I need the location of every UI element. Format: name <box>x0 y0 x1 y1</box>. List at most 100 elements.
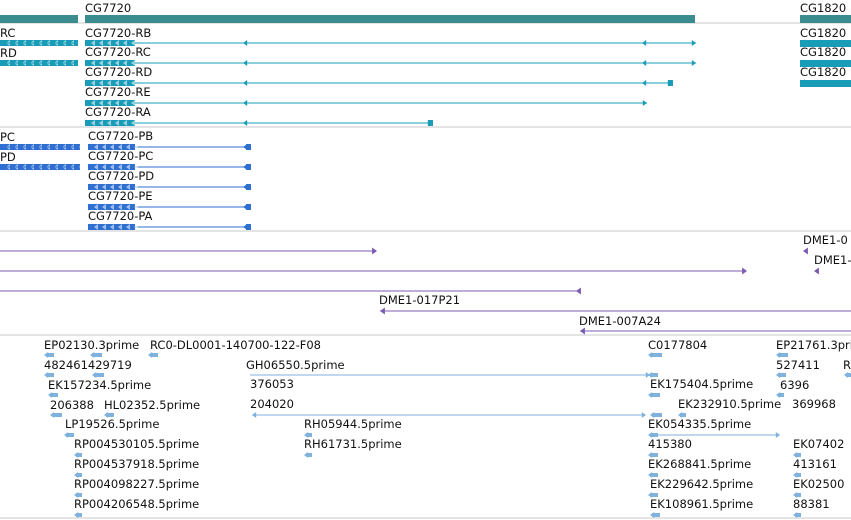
est-arrow <box>64 432 69 438</box>
est-label[interactable]: RP004530105.5prime <box>74 437 200 451</box>
est-arrow <box>148 352 153 358</box>
protein-label[interactable]: CG7720-PC <box>88 149 154 163</box>
est-label[interactable]: EK232910.5prime <box>678 397 782 411</box>
est-glyph <box>76 493 82 497</box>
clone-start <box>380 307 385 315</box>
est-label[interactable]: 206388 <box>50 398 94 412</box>
transcript-label[interactable]: RD <box>0 46 17 60</box>
strand-mark <box>115 60 119 66</box>
est-label[interactable]: RH05944.5prime <box>304 417 402 431</box>
est-label[interactable]: LP19526.5prime <box>65 417 160 431</box>
est-arrow <box>74 472 79 478</box>
strand-arrow <box>642 40 647 46</box>
est-glyph <box>66 433 74 437</box>
transcript-label[interactable]: CG1820 <box>800 45 847 59</box>
est-arrow <box>50 412 55 418</box>
strand-mark <box>107 60 111 66</box>
exon-block <box>246 164 251 170</box>
protein-label[interactable]: PC <box>0 130 15 144</box>
est-arrow <box>793 492 798 498</box>
transcript-label[interactable]: CG1820 <box>800 65 847 79</box>
clone-label[interactable]: DME1- <box>814 253 851 267</box>
strand-arrow <box>642 60 647 66</box>
est-label[interactable]: 204020 <box>250 397 294 411</box>
strand-mark <box>94 184 98 190</box>
est-label[interactable]: EK229642.5prime <box>650 477 754 491</box>
est-label[interactable]: C0177804 <box>648 338 708 352</box>
gene-bar <box>800 15 851 23</box>
strand-mark <box>102 164 106 170</box>
strand-mark <box>107 100 111 106</box>
est-label[interactable]: 482461429719 <box>44 358 132 372</box>
protein-label[interactable]: PD <box>0 150 16 164</box>
est-label[interactable]: RP004098227.5prime <box>74 477 200 491</box>
est-glyph <box>92 353 102 357</box>
strand-mark <box>131 60 135 66</box>
exon-block <box>668 80 673 86</box>
strand-mark <box>110 184 114 190</box>
strand-mark <box>102 144 106 150</box>
transcript-label[interactable]: CG1820 <box>800 26 847 40</box>
est-label[interactable]: EK175404.5prime <box>650 377 754 391</box>
est-label[interactable]: EK02500 <box>793 477 845 491</box>
est-label[interactable]: 413161 <box>793 457 837 471</box>
est-label[interactable]: EK268841.5prime <box>648 457 752 471</box>
est-arrow <box>648 452 653 458</box>
gene-label[interactable]: CG1820 <box>800 1 847 15</box>
est-label[interactable]: EK157234.5prime <box>48 378 152 392</box>
est-glyph <box>76 453 82 457</box>
transcript-label[interactable]: RC <box>0 26 16 40</box>
transcript-label[interactable]: CG7720-RA <box>85 105 151 119</box>
est-label[interactable]: EP21761.3prime <box>776 338 851 352</box>
clone-start <box>803 247 808 255</box>
transcript-label[interactable]: CG7720-RE <box>85 85 151 99</box>
strand-mark <box>126 164 130 170</box>
est-arrow <box>304 432 309 438</box>
est-glyph <box>652 413 662 417</box>
est-label[interactable]: R <box>843 358 851 372</box>
transcript-label[interactable]: CG7720-RC <box>85 45 151 59</box>
est-arrow <box>44 372 49 378</box>
est-label[interactable]: 527411 <box>776 358 820 372</box>
est-label[interactable]: 415380 <box>648 437 692 451</box>
est-label[interactable]: EK054335.5prime <box>648 417 752 431</box>
exon-block <box>800 60 851 67</box>
protein-label[interactable]: CG7720-PA <box>88 209 153 223</box>
est-label[interactable]: RH61731.5prime <box>304 437 402 451</box>
strand-arrow <box>243 100 248 106</box>
est-arrow <box>793 472 798 478</box>
est-glyph <box>778 373 786 377</box>
est-label[interactable]: EP02130.3prime <box>44 338 140 352</box>
est-label[interactable]: 88381 <box>793 497 830 511</box>
exon-block <box>246 184 251 190</box>
gene-label[interactable]: CG7720 <box>85 1 132 15</box>
est-label[interactable]: 376053 <box>250 377 294 391</box>
protein-label[interactable]: CG7720-PB <box>88 129 154 143</box>
strand-mark <box>118 184 122 190</box>
strand-mark <box>118 164 122 170</box>
est-label[interactable]: RP004537918.5prime <box>74 457 200 471</box>
strand-mark <box>99 120 103 126</box>
est-label[interactable]: EK07402 <box>793 437 845 451</box>
est-label[interactable]: RC0-DL0001-140700-122-F08 <box>150 338 321 352</box>
transcript-label[interactable]: CG7720-RD <box>85 65 153 79</box>
clone-label[interactable]: DME1-017P21 <box>379 293 461 307</box>
clone-end <box>742 267 747 275</box>
strand-arrow <box>243 60 248 66</box>
est-label[interactable]: RP004206548.5prime <box>74 497 200 511</box>
strand-mark <box>123 100 127 106</box>
transcript-label[interactable]: CG7720-RB <box>85 26 152 40</box>
est-label[interactable]: 369968 <box>792 397 836 411</box>
strand-mark <box>91 40 95 46</box>
est-label[interactable]: EK108961.5prime <box>650 497 754 511</box>
est-label[interactable]: 6396 <box>780 378 810 392</box>
clone-label[interactable]: DME1-0 <box>803 233 848 247</box>
clone-label[interactable]: DME1-007A24 <box>579 314 661 328</box>
strand-mark <box>94 224 98 230</box>
protein-label[interactable]: CG7720-PE <box>88 189 153 203</box>
strand-mark <box>134 184 138 190</box>
est-label[interactable]: GH06550.5prime <box>246 358 345 372</box>
protein-label[interactable]: CG7720-PD <box>88 169 155 183</box>
est-label[interactable]: HL02352.5prime <box>104 398 201 412</box>
est-arrow <box>74 512 79 518</box>
